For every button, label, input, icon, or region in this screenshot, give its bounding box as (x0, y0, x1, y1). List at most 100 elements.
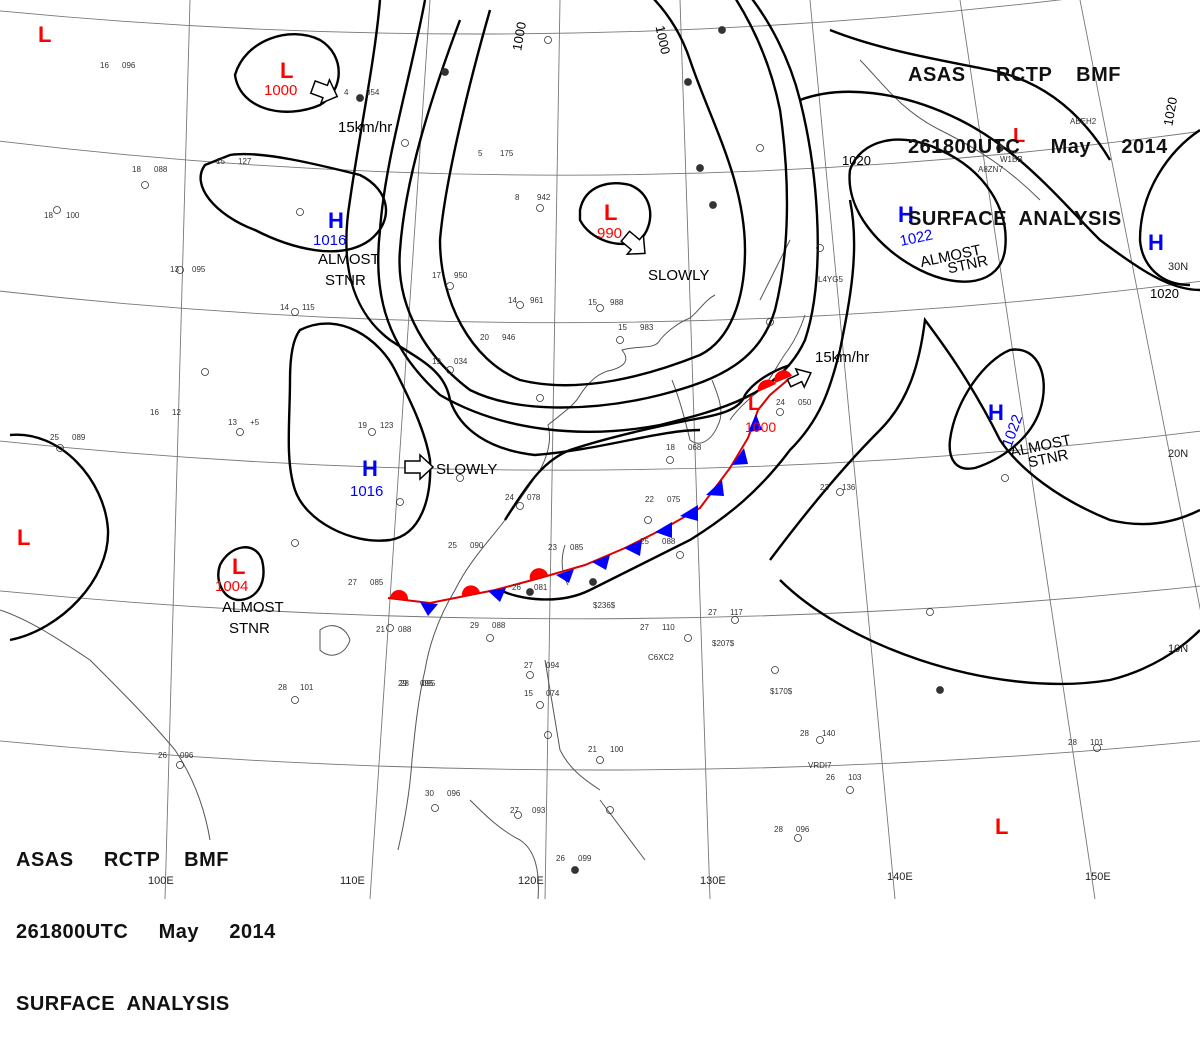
station-circle (201, 368, 209, 376)
station-circle (514, 811, 522, 819)
station-temperature: 25 (448, 541, 457, 550)
station-circle (446, 282, 454, 290)
motion-label: 15km/hr (338, 119, 392, 136)
station-circle (446, 366, 454, 374)
hollow-arrow (620, 230, 646, 256)
station-circle (536, 394, 544, 402)
footer-line: ASAS RCTP BMF (16, 849, 229, 871)
station-pressure: 950 (454, 271, 468, 280)
station-pressure: 050 (798, 398, 812, 407)
coastline-indochina (397, 519, 506, 851)
station-pressure: 085 (370, 578, 384, 587)
coastline-philippines (544, 659, 646, 861)
station-circle (766, 318, 774, 326)
station-temperature: 24 (776, 398, 785, 407)
frontal-boundary (387, 370, 792, 616)
motion-label: ALMOST (318, 251, 380, 268)
low-pressure-symbol: L (604, 200, 617, 225)
cold-front-triangle (420, 602, 438, 616)
station-pressure: 983 (640, 323, 654, 332)
coastline-borneo (469, 799, 539, 899)
station-circle (53, 206, 61, 214)
meridian-line (544, 0, 561, 899)
station-pressure: 115 (302, 303, 315, 312)
motion-label: 15km/hr (815, 349, 869, 366)
motion-label: STNR (325, 272, 366, 289)
isobar-label: 1000 (509, 21, 529, 52)
station-temperature: 15 (216, 157, 225, 166)
cold-front-triangle (488, 588, 506, 602)
low-pressure-symbol: L (1013, 125, 1025, 147)
station-pressure: 095 (422, 679, 436, 688)
station-temperature: 15 (524, 689, 533, 698)
low-pressure-symbol: L (38, 22, 51, 47)
station-pressure: 127 (238, 157, 252, 166)
high-pressure-value: 1022 (898, 226, 934, 250)
longitude-label: 120E (518, 875, 544, 887)
warm-front-semicircle (390, 589, 409, 600)
cold-front-triangle (732, 448, 748, 465)
station-circle (291, 308, 299, 316)
coastline-india (0, 609, 211, 841)
station-circle (536, 204, 544, 212)
station-circle (684, 78, 692, 86)
station-circle (296, 208, 304, 216)
parallel-line (0, 130, 1200, 176)
station-circle (596, 304, 604, 312)
latitude-label: 20N (1168, 448, 1188, 460)
warm-front-semicircle (774, 370, 792, 383)
station-circle (926, 608, 934, 616)
high-pressure-symbol: H (898, 202, 914, 227)
station-temperature: 13 (228, 418, 237, 427)
station-pressure: 942 (537, 193, 551, 202)
station-temperature: 23 (820, 483, 829, 492)
station-pressure: 175 (500, 149, 514, 158)
station-circle (456, 474, 464, 482)
low-pressure-value: 1000 (745, 419, 776, 435)
station-pressure: 085 (570, 543, 584, 552)
cold-front-triangle (556, 569, 574, 583)
station-temperature: 20 (480, 333, 489, 342)
station-pressure: 101 (300, 683, 314, 692)
station-temperature: 16 (150, 408, 159, 417)
station-circle (56, 444, 64, 452)
station-temperature: 24 (505, 493, 514, 502)
station-circle (291, 539, 299, 547)
station-circle (291, 696, 299, 704)
parallel-line (0, 0, 1063, 35)
station-pressure: 078 (527, 493, 541, 502)
station-temperature: 28 (400, 679, 409, 688)
station-circle (176, 266, 184, 274)
station-temperature: 5 (478, 149, 483, 158)
header-line: ASAS RCTP BMF (908, 64, 1121, 86)
coastlines (0, 59, 1041, 899)
cold-front-triangle (706, 480, 724, 496)
station-temperature: 26 (556, 854, 565, 863)
motion-arrows (309, 77, 812, 481)
isobar (9, 433, 110, 642)
station-temperature: 15 (588, 298, 597, 307)
station-pressure: 088 (662, 537, 676, 546)
station-circle (996, 144, 1004, 152)
coastline-siberia (859, 59, 1041, 201)
station-pressure: 110 (662, 623, 675, 632)
station-pressure: 095 (192, 265, 206, 274)
footer-line: 261800UTC May 2014 (16, 921, 276, 943)
meridian-line (809, 0, 896, 899)
meridian-line (369, 0, 431, 899)
cold-front-triangle (748, 414, 762, 432)
station-temperature: 27 (524, 661, 533, 670)
station-circle (606, 806, 614, 814)
station-pressure: 068 (688, 443, 702, 452)
station-circle (684, 634, 692, 642)
station-temperature: 28 (800, 729, 809, 738)
station-circle (401, 139, 409, 147)
chart-header-top: ASAS RCTP BMF 261800UTC May 2014 SURFACE… (908, 15, 1168, 255)
station-circle (731, 616, 739, 624)
station-temperature: 18 (44, 211, 53, 220)
station-circle (386, 624, 394, 632)
station-id: $236$ (593, 601, 616, 610)
isobar-label: 1020 (1160, 96, 1180, 127)
low-pressure-value: 1000 (264, 82, 297, 99)
station-circle (644, 516, 652, 524)
